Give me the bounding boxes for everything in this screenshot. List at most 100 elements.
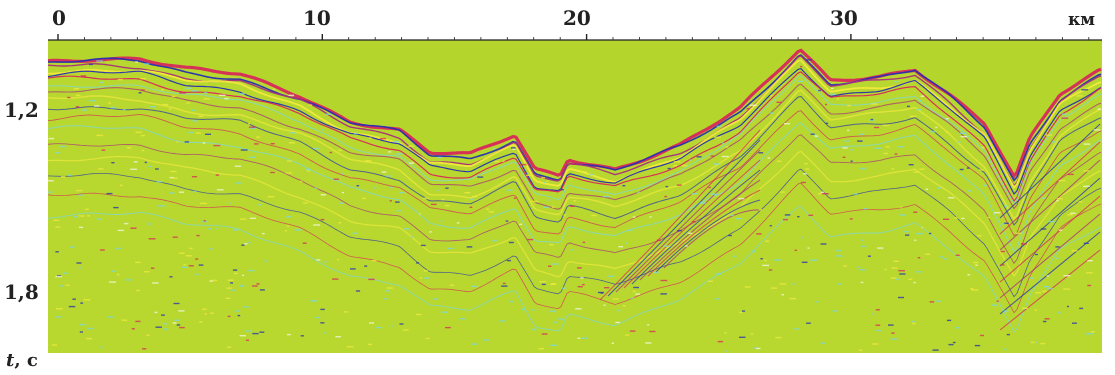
x-tick-0: 0 (52, 6, 66, 30)
noise-speckle (847, 104, 851, 107)
noise-speckle (368, 278, 375, 281)
noise-speckle (1055, 246, 1060, 248)
noise-speckle (673, 165, 677, 167)
reflector-line (47, 150, 1102, 278)
reflector-line (47, 182, 1102, 314)
noise-speckle (502, 160, 505, 163)
reflector-line (47, 206, 1102, 333)
noise-speckle (247, 241, 251, 244)
noise-speckle (906, 105, 910, 108)
noise-speckle (241, 244, 245, 246)
noise-speckle (577, 286, 583, 288)
noise-speckle (432, 298, 438, 300)
noise-speckle (335, 336, 342, 338)
noise-speckle (259, 331, 265, 333)
noise-speckle (550, 344, 557, 346)
noise-speckle (615, 321, 620, 324)
reflector-line (599, 129, 761, 301)
noise-speckle (847, 129, 850, 132)
noise-speckle (966, 167, 970, 169)
noise-speckle (807, 247, 810, 249)
noise-speckle (554, 321, 558, 324)
noise-speckle (470, 198, 475, 200)
noise-speckle (1044, 318, 1050, 320)
noise-speckle (143, 63, 150, 65)
noise-speckle (649, 330, 656, 333)
noise-speckle (316, 259, 321, 261)
noise-speckle (477, 176, 484, 178)
noise-speckle (399, 323, 404, 325)
noise-speckle (531, 309, 535, 311)
noise-speckle (199, 321, 203, 323)
noise-speckle (135, 261, 141, 264)
noise-speckle (237, 314, 241, 317)
noise-speckle (980, 334, 984, 337)
noise-speckle (774, 259, 781, 261)
noise-speckle (100, 346, 103, 348)
noise-speckle (835, 255, 843, 257)
noise-speckle (625, 242, 628, 244)
noise-speckle (140, 78, 146, 80)
noise-speckle (306, 170, 311, 172)
noise-speckle (140, 89, 145, 91)
noise-speckle (256, 283, 260, 285)
noise-speckle (676, 184, 682, 186)
noise-speckle (1063, 288, 1070, 290)
noise-speckle (550, 283, 557, 285)
noise-speckle (739, 336, 746, 338)
noise-speckle (96, 218, 102, 220)
noise-speckle (850, 160, 853, 162)
reflector-line (47, 89, 1102, 221)
noise-speckle (916, 108, 922, 111)
noise-speckle (131, 328, 135, 330)
noise-speckle (808, 214, 814, 216)
noise-speckle (725, 350, 728, 353)
noise-speckle (501, 285, 508, 287)
noise-speckle (178, 310, 185, 312)
noise-speckle (48, 191, 53, 193)
reflector-line (47, 59, 1102, 189)
noise-speckle (135, 131, 142, 133)
noise-speckle (232, 269, 238, 271)
noise-speckle (1072, 322, 1077, 324)
noise-speckle (871, 313, 874, 315)
noise-speckle (216, 189, 224, 191)
noise-speckle (441, 198, 445, 201)
reflector-line (47, 75, 1102, 204)
noise-speckle (185, 87, 191, 89)
noise-speckle (1056, 198, 1063, 200)
noise-speckle (1000, 264, 1005, 266)
noise-speckle (1067, 173, 1074, 176)
noise-speckle (1034, 309, 1037, 311)
noise-speckle (111, 162, 115, 164)
noise-speckle (899, 206, 903, 208)
noise-speckle (898, 214, 906, 216)
noise-speckle (87, 327, 94, 330)
noise-speckle (195, 132, 201, 134)
noise-speckle (79, 331, 83, 333)
noise-speckle (371, 259, 377, 262)
noise-speckle (758, 152, 764, 154)
noise-speckle (258, 204, 262, 206)
noise-speckle (1076, 95, 1083, 97)
noise-speckle (346, 346, 354, 348)
noise-speckle (794, 249, 797, 251)
noise-speckle (85, 208, 89, 210)
noise-speckle (645, 342, 652, 344)
noise-speckle (285, 172, 292, 174)
noise-speckle (681, 164, 688, 167)
noise-speckle (794, 328, 799, 330)
noise-speckle (62, 272, 68, 274)
noise-speckle (320, 194, 326, 196)
noise-speckle (67, 96, 71, 99)
noise-speckle (186, 102, 191, 104)
noise-speckle (441, 311, 448, 313)
noise-speckle (581, 337, 589, 339)
noise-speckle (148, 165, 152, 168)
noise-speckle (96, 134, 104, 137)
noise-speckle (341, 191, 345, 194)
noise-speckle (472, 195, 478, 198)
noise-speckle (286, 225, 290, 227)
y-tick-1-2: 1,2 (4, 98, 39, 122)
